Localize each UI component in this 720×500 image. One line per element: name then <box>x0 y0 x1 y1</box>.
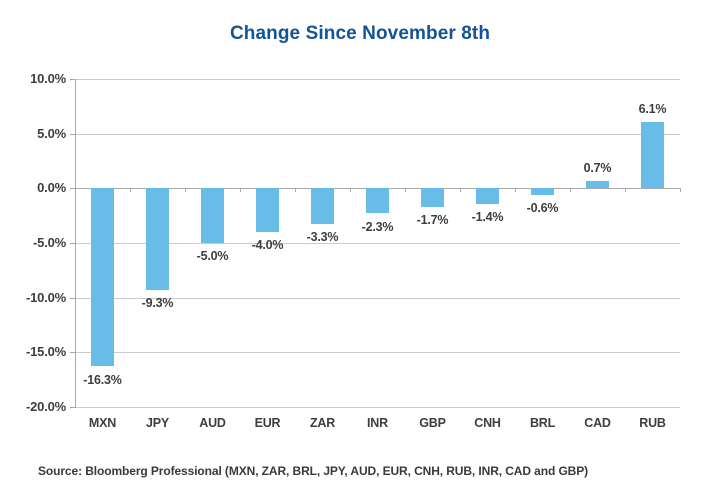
y-tick-mark <box>70 188 75 190</box>
bar-value-label-jpy: -9.3% <box>141 296 174 310</box>
y-gridline <box>75 352 680 354</box>
bar-value-label-rub: 6.1% <box>638 101 667 116</box>
x-tick-mark <box>570 188 571 193</box>
bar-aud <box>201 188 224 243</box>
y-axis-label: -5.0% <box>33 235 66 250</box>
bar-value-label-eur: -4.0% <box>251 238 284 253</box>
y-axis-line <box>75 79 76 408</box>
y-tick-mark <box>70 133 75 135</box>
bar-cad <box>586 180 609 189</box>
bar-mxn <box>91 188 114 367</box>
x-tick-mark <box>295 188 296 193</box>
bar-value-label-gbp: -1.7% <box>416 212 449 227</box>
bar-brl <box>531 188 554 195</box>
y-tick-mark <box>70 407 75 408</box>
x-tick-mark <box>75 188 76 193</box>
y-axis-label: -10.0% <box>26 289 66 305</box>
y-axis-label: 0.0% <box>37 180 66 196</box>
category-label-aud: AUD <box>199 416 226 430</box>
bar-value-label-aud: -5.0% <box>196 249 229 263</box>
bar-jpy <box>146 188 169 290</box>
bar-inr <box>366 188 389 214</box>
bar-value-label-cad: 0.7% <box>583 160 612 175</box>
bar-value-label-brl: -0.6% <box>526 200 559 215</box>
bar-value-label-zar: -3.3% <box>306 230 339 245</box>
y-gridline <box>75 133 680 135</box>
x-tick-mark <box>460 188 461 193</box>
category-label-inr: INR <box>367 416 388 430</box>
y-tick-mark <box>70 243 75 244</box>
x-tick-mark <box>350 188 351 193</box>
category-label-eur: EUR <box>254 416 281 430</box>
bar-zar <box>311 188 334 225</box>
bar-cnh <box>476 188 499 204</box>
category-label-mxn: MXN <box>88 416 117 430</box>
category-label-zar: ZAR <box>309 416 336 430</box>
bar-value-label-cnh: -1.4% <box>471 209 504 224</box>
category-label-gbp: GBP <box>419 416 446 430</box>
x-tick-mark <box>185 188 186 193</box>
y-tick-mark <box>70 297 75 299</box>
y-gridline <box>75 297 680 299</box>
chart-title: Change Since November 8th <box>229 23 491 44</box>
x-tick-mark <box>240 188 241 193</box>
category-label-rub: RUB <box>639 416 666 430</box>
y-axis-label: 10.0% <box>30 71 66 86</box>
x-tick-mark <box>405 188 406 193</box>
y-axis-label: -15.0% <box>26 344 66 360</box>
x-tick-mark <box>680 188 681 193</box>
bar-eur <box>256 188 279 232</box>
x-tick-mark <box>625 188 626 193</box>
y-gridline <box>75 243 680 244</box>
bar-gbp <box>421 188 444 207</box>
category-label-cad: CAD <box>584 416 611 430</box>
y-tick-mark <box>70 352 75 354</box>
category-label-jpy: JPY <box>145 416 170 430</box>
y-axis-label: -20.0% <box>26 399 66 414</box>
y-gridline <box>75 79 680 80</box>
bar-rub <box>641 121 664 189</box>
source-note: Source: Bloomberg Professional (MXN, ZAR… <box>38 464 589 478</box>
bar-value-label-inr: -2.3% <box>361 219 394 234</box>
y-tick-mark <box>70 79 75 80</box>
y-axis-label: 5.0% <box>37 125 66 141</box>
y-gridline <box>75 407 680 408</box>
bar-value-label-mxn: -16.3% <box>83 372 122 387</box>
category-label-brl: BRL <box>529 416 556 430</box>
x-tick-mark <box>130 188 131 193</box>
x-tick-mark <box>515 188 516 193</box>
category-label-cnh: CNH <box>474 416 501 430</box>
